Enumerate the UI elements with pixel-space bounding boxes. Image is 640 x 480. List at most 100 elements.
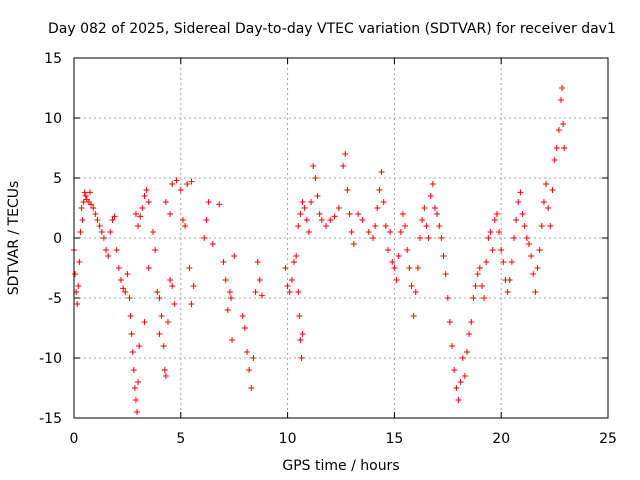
data-point <box>427 193 434 199</box>
data-point <box>128 331 135 337</box>
data-point <box>162 199 169 205</box>
data-point <box>414 265 421 271</box>
data-point <box>161 367 168 373</box>
data-point <box>156 331 163 337</box>
data-point <box>301 205 308 211</box>
data-point <box>365 229 372 235</box>
data-point <box>137 213 144 220</box>
data-point <box>528 253 535 259</box>
data-point <box>256 277 263 283</box>
data-point <box>461 373 468 379</box>
data-point <box>412 289 419 295</box>
grid <box>74 58 608 418</box>
data-point <box>254 259 261 265</box>
data-point <box>293 253 300 259</box>
data-point <box>100 235 107 241</box>
data-point <box>94 217 101 223</box>
data-point <box>241 325 248 331</box>
data-point <box>504 289 511 295</box>
y-axis-label: SDTVAR / TECUs <box>6 181 22 296</box>
data-point <box>252 289 259 295</box>
data-point <box>299 199 306 205</box>
data-point <box>145 265 152 271</box>
axis-tick-labels: 0 5 10 15 20 25 -15 -10 -5 0 5 10 15 <box>39 51 617 447</box>
data-point <box>534 265 541 271</box>
data-point <box>209 241 216 247</box>
data-point <box>169 181 176 187</box>
data-point <box>222 277 229 283</box>
data-point <box>511 235 518 241</box>
data-point <box>77 229 84 235</box>
data-point <box>122 289 129 295</box>
data-point <box>220 259 227 265</box>
data-point <box>190 283 197 289</box>
data-point <box>297 337 304 343</box>
data-point <box>425 235 432 241</box>
data-point <box>92 211 99 217</box>
data-point <box>72 271 79 277</box>
data-point <box>258 292 265 299</box>
data-point <box>248 385 255 391</box>
data-point <box>555 127 562 133</box>
data-point <box>129 349 136 355</box>
data-point <box>491 217 498 223</box>
data-point <box>205 199 212 205</box>
data-point <box>438 235 445 241</box>
plot-frame <box>73 57 609 419</box>
data-point <box>508 259 515 265</box>
data-point <box>466 331 473 337</box>
data-point <box>536 247 543 253</box>
x-tick-label: 5 <box>176 431 185 447</box>
data-points <box>71 85 568 415</box>
data-point <box>493 211 500 217</box>
data-point <box>113 247 120 253</box>
data-point <box>160 343 167 349</box>
data-point <box>136 343 143 349</box>
data-point <box>389 259 396 265</box>
data-point <box>525 241 532 247</box>
data-point <box>355 211 362 217</box>
data-point <box>457 379 464 385</box>
data-point <box>342 151 349 157</box>
data-point <box>523 235 530 241</box>
data-point <box>224 307 231 313</box>
data-point <box>387 229 394 235</box>
data-point <box>143 187 150 193</box>
data-point <box>90 205 97 211</box>
data-point <box>451 367 458 373</box>
data-point <box>201 235 208 241</box>
data-point <box>547 223 554 229</box>
data-point <box>107 229 114 235</box>
data-point <box>384 247 391 253</box>
data-point <box>318 217 325 223</box>
data-point <box>521 223 528 229</box>
data-point <box>399 211 406 217</box>
data-point <box>81 189 88 196</box>
data-point <box>513 217 520 223</box>
data-point <box>470 295 477 301</box>
data-point <box>440 253 447 259</box>
data-point <box>370 235 377 241</box>
data-point <box>393 277 400 283</box>
data-point <box>397 229 404 235</box>
data-point <box>152 247 159 253</box>
data-point <box>444 295 451 301</box>
data-point <box>246 367 253 373</box>
data-point <box>298 355 305 361</box>
data-point <box>184 181 191 187</box>
data-point <box>553 145 560 151</box>
data-point <box>378 169 385 175</box>
data-point <box>295 289 302 295</box>
data-point <box>150 229 157 235</box>
data-point <box>126 295 133 301</box>
data-point <box>186 265 193 271</box>
data-point <box>182 223 189 229</box>
data-point <box>442 271 449 277</box>
data-point <box>429 181 436 187</box>
data-point <box>239 313 246 319</box>
x-tick-label: 20 <box>492 431 510 447</box>
data-point <box>498 247 505 253</box>
data-point <box>419 217 426 223</box>
data-point <box>517 189 524 196</box>
